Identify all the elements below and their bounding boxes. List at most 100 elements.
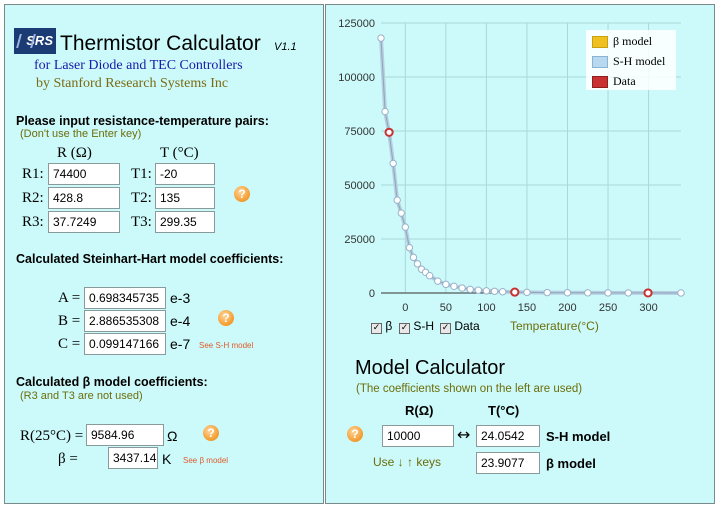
x-tick-label: 250 [599,302,617,314]
coef-c-exp: e-7 [170,336,191,352]
model-calculator-note: (The coefficients shown on the left are … [356,383,583,395]
data-point [510,287,520,297]
toggle-data[interactable]: ✓ Data [440,319,480,334]
r25-field[interactable]: 9584.96 [86,424,164,446]
beta-label: β = [58,451,78,467]
srs-logo: SRS [14,28,56,54]
r1-label: R1: [22,166,44,182]
y-tick-label: 125000 [338,18,375,30]
curve-point [563,289,572,297]
t1-label: T1: [131,166,152,182]
curve-point [450,282,458,291]
t2-input[interactable]: 135 [155,187,215,209]
t3-label: T3: [131,214,152,230]
r3-label: R3: [22,214,44,230]
curve-point [434,277,442,285]
curve-point [442,280,450,289]
r1-input[interactable]: 74400 [48,163,120,185]
t3-input[interactable]: 299.35 [155,211,215,233]
beta-model-label: β model [546,456,596,471]
chart-legend: β model S-H model Data [586,30,676,90]
toggle-beta[interactable]: ✓ β [371,319,393,334]
curve-point [413,260,422,268]
curve-point [523,288,531,297]
app-title: Thermistor Calculator [60,32,261,55]
y-tick-label: 0 [369,288,375,300]
y-tick-label: 100000 [338,72,375,84]
curve-point [543,288,551,297]
r2-input[interactable]: 428.8 [48,187,120,209]
curve-point [584,289,592,297]
sh-temperature-field[interactable]: 24.0542 [476,425,540,447]
coef-b-field[interactable]: 2.886535308 [84,310,166,332]
checkbox-beta: ✓ [371,323,382,334]
mc-question-icon[interactable]: ? [347,426,363,442]
sh-heading: Calculated Steinhart-Hart model coeffici… [16,252,284,266]
r25-label: R(25°C) = [20,428,84,444]
left-panel [4,4,324,504]
mc-col-r-header: R(Ω) [405,403,434,418]
coef-a-exp: e-3 [170,290,191,306]
curve-point [377,34,385,42]
curve-point [397,209,405,217]
curve-point [389,159,397,168]
legend-swatch-data [592,76,608,89]
curve-point [401,223,410,231]
curve-point [677,289,685,297]
coef-c-label: C = [58,336,81,352]
resistance-input[interactable]: 10000 [382,425,454,447]
sh-model-label: S-H model [546,429,611,444]
t2-label: T2: [131,190,152,206]
coef-a-label: A = [58,290,81,306]
curve-point [393,196,401,204]
legend-item-data[interactable]: Data [592,74,636,89]
x-axis-label: Temperature(°C) [510,319,599,333]
t1-input[interactable]: -20 [155,163,215,185]
legend-swatch-sh [592,56,608,69]
curve-point [405,243,414,252]
curve-point [490,287,499,295]
curve-point [474,286,482,294]
legend-item-sh[interactable]: S-H model [592,54,665,69]
x-tick-label: 50 [440,302,452,314]
data-point [643,288,653,298]
subtitle-company: by Stanford Research Systems Inc [36,76,229,91]
x-tick-label: 100 [477,302,495,314]
x-tick-label: 0 [402,302,408,314]
beta-question-icon[interactable]: ? [203,425,219,441]
x-tick-label: 150 [518,302,536,314]
r3-input[interactable]: 37.7249 [48,211,120,233]
mc-col-t-header: T(°C) [488,403,520,418]
see-beta-model-link[interactable]: See β model [183,456,229,465]
coef-b-label: B = [58,313,81,329]
checkbox-data: ✓ [440,323,451,334]
col-r-header: R (Ω) [57,145,92,161]
keys-hint: Use ↓ ↑ keys [373,455,442,469]
curve-point [425,272,434,280]
sh-question-icon[interactable]: ? [218,310,234,326]
curve-point [458,284,466,292]
input-note: (Don't use the Enter key) [20,128,142,140]
legend-item-beta[interactable]: β model [592,34,652,49]
beta-heading: Calculated β model coefficients: [16,375,208,389]
curve-point [409,253,418,262]
beta-note: (R3 and T3 are not used) [20,390,143,402]
legend-swatch-beta [592,36,608,49]
coef-b-exp: e-4 [170,313,191,329]
beta-field[interactable]: 3437.14 [108,447,158,469]
x-tick-label: 300 [639,302,657,314]
coef-a-field[interactable]: 0.698345735 [84,287,166,309]
y-tick-label: 25000 [344,234,375,246]
curve-point [466,285,474,294]
see-sh-model-link[interactable]: See S-H model [199,341,254,350]
beta-temperature-field[interactable]: 23.9077 [476,452,540,474]
r2-label: R2: [22,190,44,206]
toggle-sh[interactable]: ✓ S-H [399,319,435,334]
col-t-header: T (°C) [160,145,199,161]
question-icon[interactable]: ? [234,186,250,202]
convert-arrow-icon: ↔ [457,425,471,444]
x-tick-label: 200 [558,302,576,314]
curve-point [482,287,491,295]
r25-unit: Ω [167,428,178,444]
coef-c-field[interactable]: 0.099147166 [84,333,166,355]
